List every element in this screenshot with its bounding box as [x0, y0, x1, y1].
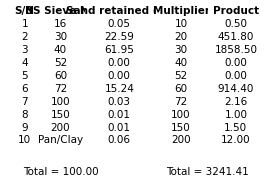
Text: Total = 3241.41: Total = 3241.41 — [166, 167, 249, 177]
Text: Total = 100.00: Total = 100.00 — [23, 167, 99, 177]
